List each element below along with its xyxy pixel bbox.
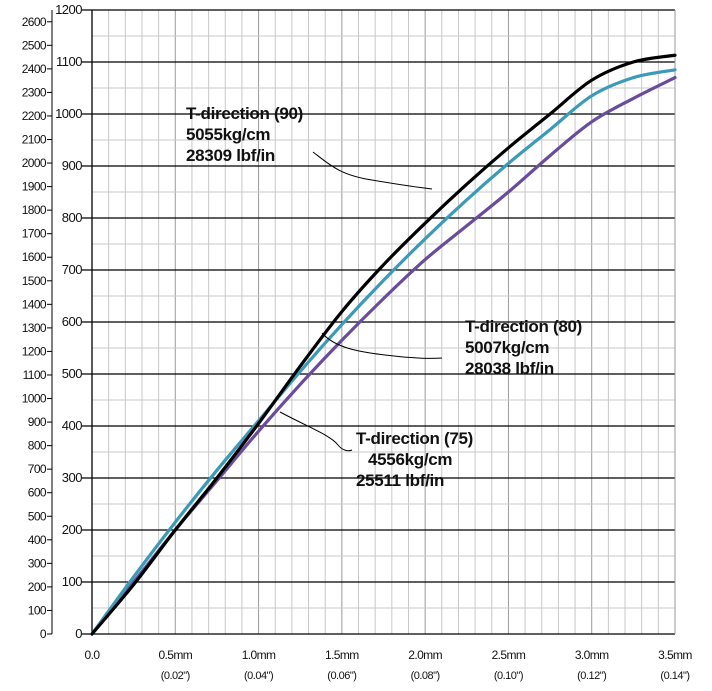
outer-tick-label: 1800 [22,203,47,217]
x-tick-sublabel: (0.12") [577,670,606,682]
x-tick-label: 1.5mm [325,648,359,662]
outer-tick-label: 1200 [22,344,47,358]
x-tick-label: 0.5mm [158,648,192,662]
inner-tick-label: 700 [62,262,82,277]
outer-tick-label: 1000 [22,392,47,406]
outer-tick-label: 0 [40,627,47,641]
inner-tick-label: 1000 [55,106,82,121]
outer-tick-label: 600 [28,486,47,500]
outer-tick-label: 2100 [22,133,47,147]
x-tick-sublabel: (0.06") [327,670,356,682]
gridlines [82,9,676,635]
x-tick-label: 2.0mm [408,648,442,662]
series-line [90,68,677,636]
outer-tick-label: 200 [28,580,47,594]
outer-tick-label: 1700 [22,227,47,241]
outer-tick-label: 1400 [22,297,47,311]
inner-tick-label: 500 [62,366,82,381]
outer-tick-label: 1100 [23,368,47,382]
x-tick-sublabel: (0.02") [161,670,190,682]
inner-tick-label: 1100 [56,54,82,69]
outer-tick-label: 1300 [22,321,47,335]
outer-tick-label: 700 [28,462,47,476]
annotation-text: 5055kg/cm [186,125,270,144]
x-tick-sublabel: (0.08") [411,670,440,682]
inner-tick-label: 400 [62,418,82,433]
annotation-text: T-direction (90) [186,104,303,123]
annotation-text: 4556kg/cm [368,450,452,469]
outer-tick-label: 2200 [22,109,47,123]
outer-tick-label: 100 [28,603,47,617]
outer-tick-label: 1900 [22,180,47,194]
leader-line [321,332,443,359]
annotation-text: 25511 lbf/in [356,471,444,490]
outer-tick-label: 1600 [22,250,47,264]
outer-tick-label: 900 [28,415,47,429]
leader-line [279,411,353,452]
inner-tick-label: 1200 [55,2,82,17]
x-tick-label: 0.0 [85,648,101,662]
outer-tick-label: 2300 [22,85,47,99]
outer-y-axis: 0 100 200 300 400 500 600 700 800 900 1000 1100 1200… [22,10,53,641]
x-tick-label: 3.5mm [658,648,692,662]
annotation-text: 5007kg/cm [465,338,549,357]
inner-tick-label: 0 [75,626,82,641]
x-tick-sublabel: (0.10") [494,670,523,682]
annotation-leaders [279,151,443,452]
outer-tick-label: 500 [28,509,47,523]
series-line [90,53,677,636]
outer-tick-label: 1500 [22,274,47,288]
outer-tick-label: 2000 [22,156,47,170]
leader-line [312,151,433,190]
x-tick-sublabel: (0.04") [244,670,273,682]
annotation-text: 28309 lbf/in [186,146,275,165]
x-tick-label: 2.5mm [492,648,526,662]
inner-tick-label: 600 [62,314,82,329]
annotation-text: T-direction (80) [465,317,582,336]
annotation-text: T-direction (75) [356,429,473,448]
outer-tick-label: 2500 [22,38,47,52]
outer-tick-label: 800 [28,439,47,453]
inner-tick-label: 200 [62,522,82,537]
outer-tick-label: 300 [28,556,47,570]
inner-tick-label: 800 [62,210,82,225]
x-tick-label: 1.0mm [242,648,276,662]
inner-tick-label: 100 [62,574,82,589]
inner-tick-label: 300 [62,470,82,485]
outer-tick-label: 400 [28,533,47,547]
annotations: T-direction (90) 5055kg/cm 28309 lbf/in T-d… [186,104,582,490]
x-tick-sublabel: (0.14") [660,670,689,682]
outer-tick-label: 2600 [22,15,47,29]
x-tick-label: 3.0mm [575,648,609,662]
inner-y-axis: 0 100 200 300 400 500 600 700 800 900 1000 1100 1200 [55,2,83,641]
annotation-text: 28038 lbf/in [465,359,554,378]
series-lines [90,53,677,636]
outer-tick-label: 2400 [22,62,47,76]
inner-tick-label: 900 [62,158,82,173]
x-axis: 0.0 0.5mm (0.02") 1.0mm (0.04") 1.5mm (0.06") 2… [85,648,693,682]
